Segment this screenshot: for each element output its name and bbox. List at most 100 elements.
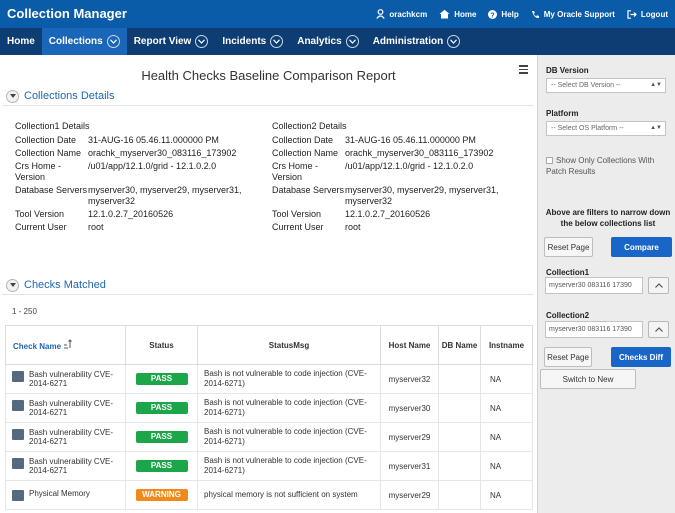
updown-arrow-icon: ▲▼ [650,82,662,88]
collection2-user-value: root [345,222,361,232]
menu-icon[interactable] [515,61,533,77]
col-header-status[interactable]: Status [125,325,198,365]
collection2-name-label: Collection Name [272,148,339,158]
chevron-up-icon [654,327,663,332]
collection1-label: Collection1 [546,268,590,277]
reset-page-button[interactable]: Reset Page [544,237,593,257]
checks-table: Check Name Status StatusMsg Host Name DB… [5,325,533,510]
db-name [438,451,481,481]
check-icon [12,371,24,382]
instname: NA [480,364,533,394]
status-badge: PASS [135,373,188,385]
status-message: Bash is not vulnerable to code injection… [204,427,367,446]
check-name-cell[interactable]: Physical Memory [6,489,125,501]
table-header-row: Check Name Status StatusMsg Host Name DB… [5,325,533,365]
nav-analytics[interactable]: Analytics [290,28,365,55]
report-title: Health Checks Baseline Comparison Report [141,68,396,83]
collection1-crs-value: /u01/app/12.1.0/grid - 12.1.0.2.0 [88,161,217,171]
collection2-name-value: orachk_myserver30_083116_173902 [345,148,494,158]
collection2-servers-label: Database Servers [272,185,345,195]
chevron-down-icon[interactable] [270,35,284,48]
collapse-icon[interactable] [6,278,19,292]
checks-diff-button[interactable]: Checks Diff [611,347,671,367]
host-name: myserver29 [380,480,439,510]
home-link[interactable]: Home [439,9,476,19]
collapse-icon[interactable] [6,89,19,103]
nav-bar: Home Collections Report View Incidents A… [0,28,675,55]
col-header-host-name[interactable]: Host Name [380,325,439,365]
logout-link[interactable]: Logout [627,10,668,19]
collection1-date-value: 31-AUG-16 05.46.11.000000 PM [88,135,219,145]
checks-region-header: Checks Matched [2,276,534,295]
pagination-range: 1 - 250 [12,307,37,316]
check-icon [12,490,24,501]
collection1-crs-label: Crs Home - Version [15,161,62,182]
filter-note: Above are filters to narrow down the bel… [545,208,671,228]
collection1-name-value: orachk_myserver30_083116_173902 [88,148,237,158]
user-link[interactable]: orachkcm [376,9,427,19]
col-header-db-name[interactable]: DB Name [438,325,481,365]
db-name [438,364,481,394]
status-message: physical memory is not sufficient on sys… [204,490,358,499]
check-icon [12,458,24,469]
status-badge: PASS [135,431,188,443]
col-header-instname[interactable]: Instname [480,325,533,365]
collections-region-header: Collections Details [2,87,534,106]
instname: NA [480,480,533,510]
compare-button[interactable]: Compare [611,237,672,257]
check-name-cell[interactable]: Bash vulnerability CVE-2014-6271 [6,399,125,417]
collection2-input[interactable]: myserver30 083116 17390 [545,321,643,338]
check-name-cell[interactable]: Bash vulnerability CVE-2014-6271 [6,370,125,388]
chevron-down-icon[interactable] [447,35,461,48]
check-name-cell[interactable]: Bash vulnerability CVE-2014-6271 [6,457,125,475]
db-version-select[interactable]: -- Select DB Version -- ▲▼ [546,78,666,93]
support-link[interactable]: My Oracle Support [531,10,615,19]
nav-report-view[interactable]: Report View [127,28,216,55]
collection2-tool-value: 12.1.0.2.7_20160526 [345,209,431,219]
top-links: orachkcm Home ? Help My Oracle Support L… [364,0,668,28]
updown-arrow-icon: ▲▼ [650,125,662,131]
db-name [438,480,481,510]
check-name-cell[interactable]: Bash vulnerability CVE-2014-6271 [6,428,125,446]
nav-home[interactable]: Home [7,36,35,47]
app-title[interactable]: Collection Manager [7,6,127,21]
platform-select[interactable]: -- Select OS Platform -- ▲▼ [546,121,666,136]
nav-incidents[interactable]: Incidents [215,28,290,55]
chevron-down-icon[interactable] [106,35,120,48]
nav-administration[interactable]: Administration [366,28,468,55]
status-message: Bash is not vulnerable to code injection… [204,456,367,475]
nav-collections[interactable]: Collections [41,28,127,55]
reset-page-button-2[interactable]: Reset Page [544,347,592,367]
check-icon [12,400,24,411]
checks-region-title: Checks Matched [24,279,106,291]
host-name: myserver30 [380,393,439,423]
collections-region-title: Collections Details [24,90,115,102]
collection1-picker-button[interactable] [648,277,669,294]
collection2-date-label: Collection Date [272,135,334,145]
col-header-check-name[interactable]: Check Name [5,325,126,365]
collection1-tool-value: 12.1.0.2.7_20160526 [88,209,174,219]
instname: NA [480,422,533,452]
patch-results-checkbox[interactable]: Show Only Collections With Patch Results [546,156,655,176]
chevron-down-icon[interactable] [195,35,209,48]
switch-to-new-button[interactable]: Switch to New [540,369,636,389]
table-row: Bash vulnerability CVE-2014-6271 PASS Ba… [5,393,533,423]
db-name [438,393,481,423]
table-row: Bash vulnerability CVE-2014-6271 PASS Ba… [5,364,533,394]
collection1-input[interactable]: myserver30 083116 17390 [545,277,643,294]
col-header-statusmsg[interactable]: StatusMsg [197,325,381,365]
user-icon [376,9,386,19]
status-badge: WARNING [135,489,188,501]
checkbox-icon[interactable] [546,157,553,165]
help-link[interactable]: ? Help [488,9,519,19]
collection1-user-value: root [88,222,104,232]
table-row: Bash vulnerability CVE-2014-6271 PASS Ba… [5,422,533,452]
chevron-down-icon[interactable] [345,35,359,48]
collection2-servers-value: myserver30, myserver29, myserver31, myse… [345,185,499,206]
sort-icon[interactable] [63,339,73,349]
help-icon: ? [488,9,498,19]
collection2-picker-button[interactable] [648,321,669,338]
chevron-up-icon [654,283,663,288]
collection2-label: Collection2 [546,311,590,320]
collection1-tool-label: Tool Version [15,209,65,219]
